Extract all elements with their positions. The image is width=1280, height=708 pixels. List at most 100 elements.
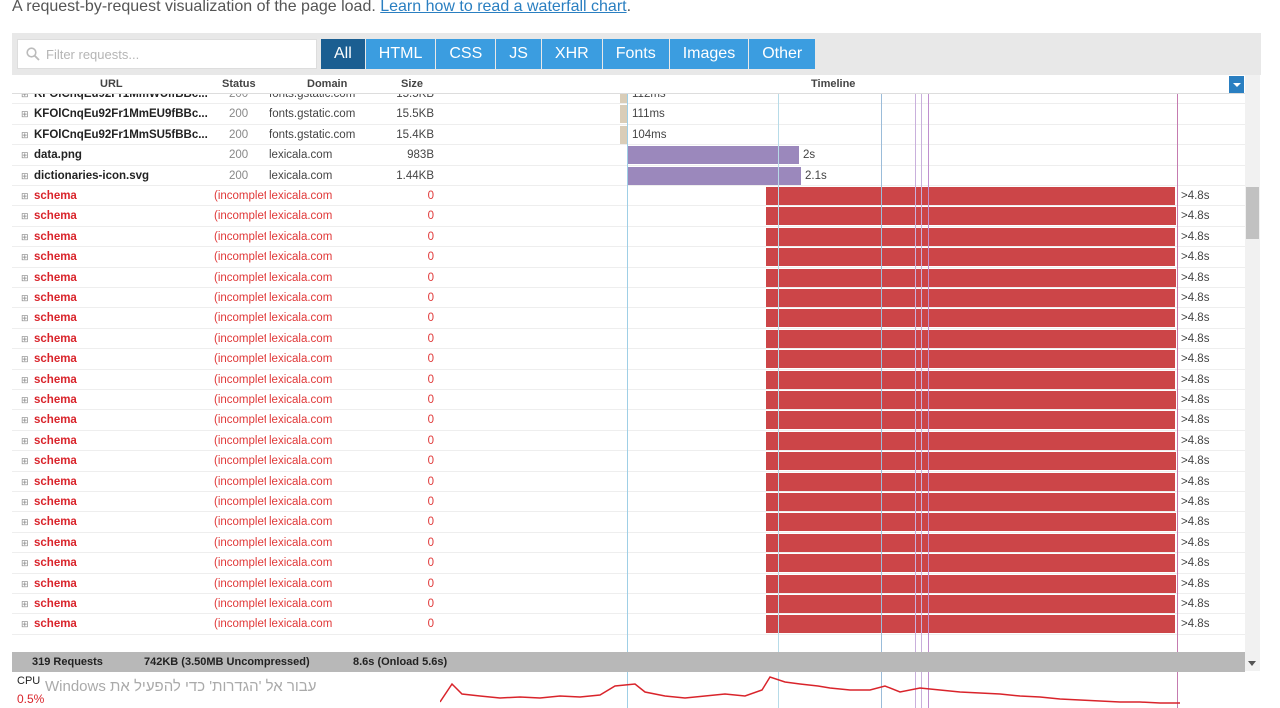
timeline-bar[interactable] (766, 309, 1175, 328)
filter-box[interactable] (17, 39, 317, 69)
col-domain[interactable]: Domain (307, 78, 348, 90)
timeline-bar[interactable] (766, 513, 1176, 532)
timeline-bar[interactable] (766, 391, 1176, 409)
table-row[interactable]: ⊞ schema (incomplete)lexicala.com 0 >4.8s (12, 594, 1245, 615)
tab-xhr[interactable]: XHR (541, 39, 602, 69)
tab-other[interactable]: Other (749, 39, 816, 69)
timeline-bar[interactable] (766, 411, 1175, 430)
expand-icon[interactable]: ⊞ (21, 150, 29, 161)
timeline-bar[interactable] (766, 289, 1175, 307)
table-row[interactable]: ⊞ schema (incomplete)lexicala.com 0 >4.8s (12, 431, 1245, 452)
expand-icon[interactable]: ⊞ (21, 272, 29, 283)
tab-images[interactable]: Images (669, 39, 749, 69)
timeline-bar[interactable] (766, 615, 1175, 634)
table-row[interactable]: ⊞ schema (incomplete)lexicala.com 0 >4.8s (12, 186, 1245, 207)
table-row[interactable]: ⊞ schema (incomplete)lexicala.com 0 >4.8s (12, 308, 1245, 329)
table-row[interactable]: ⊞ KFOlCnqEu92Fr1MmEU9fBBc... 200 fonts.gsta… (12, 104, 1245, 125)
table-row[interactable]: ⊞ schema (incomplete)lexicala.com 0 >4.8s (12, 329, 1245, 350)
waterfall-help-link[interactable]: Learn how to read a waterfall chart (380, 0, 627, 15)
timeline-bar[interactable] (766, 329, 1176, 348)
expand-icon[interactable]: ⊞ (21, 313, 29, 324)
table-row[interactable]: ⊞ schema (incomplete)lexicala.com 0 >4.8s (12, 268, 1245, 288)
expand-icon[interactable]: ⊞ (21, 354, 29, 365)
timeline-bar[interactable] (766, 554, 1175, 573)
timeline-bar[interactable] (766, 431, 1175, 450)
tab-fonts[interactable]: Fonts (602, 39, 669, 69)
col-status[interactable]: Status (222, 78, 256, 90)
expand-icon[interactable]: ⊞ (21, 599, 29, 609)
table-row[interactable]: ⊞ schema (incomplete)lexicala.com 0 >4.8s (12, 288, 1245, 309)
expand-icon[interactable]: ⊞ (21, 252, 29, 263)
table-row[interactable]: ⊞ schema (incomplete)lexicala.com 0 >4.8s (12, 451, 1245, 472)
timeline-bar[interactable] (766, 350, 1175, 369)
tab-css[interactable]: CSS (436, 39, 496, 69)
expand-icon[interactable]: ⊞ (21, 497, 29, 507)
table-row[interactable]: ⊞ schema (incomplete)lexicala.com 0 >4.8s (12, 247, 1245, 268)
table-row[interactable]: ⊞ schema (incomplete)lexicala.com 0 >4.8s (12, 472, 1245, 492)
expand-icon[interactable]: ⊞ (21, 333, 29, 344)
expand-icon[interactable]: ⊞ (21, 537, 29, 548)
timeline-bar[interactable] (620, 125, 628, 144)
scroll-down-arrow-icon[interactable] (1248, 661, 1256, 666)
expand-icon[interactable]: ⊞ (21, 109, 29, 120)
expand-icon[interactable]: ⊞ (21, 558, 29, 569)
expand-icon[interactable]: ⊞ (21, 395, 29, 405)
expand-icon[interactable]: ⊞ (21, 374, 29, 385)
timeline-bar[interactable] (766, 227, 1175, 246)
expand-icon[interactable]: ⊞ (21, 578, 29, 589)
timeline-bar[interactable] (766, 207, 1176, 226)
table-row[interactable]: ⊞ KFOlCnqEu92Fr1MmWUlfBBc... 200 fonts.gsta… (12, 94, 1245, 105)
filter-requests-input[interactable] (46, 44, 306, 64)
timeline-dropdown-button[interactable] (1229, 76, 1244, 93)
list-scrollbar[interactable] (1245, 75, 1260, 671)
col-size[interactable]: Size (401, 78, 424, 90)
expand-icon[interactable]: ⊞ (21, 129, 29, 140)
expand-icon[interactable]: ⊞ (21, 415, 29, 426)
table-row[interactable]: ⊞ dictionaries-icon.svg 200 lexicala.com 1.4… (12, 166, 1245, 186)
col-timeline[interactable]: Timeline (811, 78, 856, 90)
col-url[interactable]: URL (100, 78, 123, 90)
table-row[interactable]: ⊞ schema (incomplete)lexicala.com 0 >4.8s (12, 533, 1245, 554)
timeline-bar[interactable] (628, 146, 799, 165)
expand-icon[interactable]: ⊞ (21, 94, 29, 99)
expand-icon[interactable]: ⊞ (21, 231, 29, 242)
timeline-bar[interactable] (766, 452, 1176, 471)
timeline-bar[interactable] (620, 105, 628, 124)
expand-icon[interactable]: ⊞ (21, 476, 29, 487)
timeline-bar[interactable] (766, 370, 1175, 389)
timeline-bar[interactable] (766, 187, 1175, 205)
timeline-bar[interactable] (766, 574, 1176, 593)
timeline-bar[interactable] (766, 493, 1175, 511)
expand-icon[interactable]: ⊞ (21, 211, 29, 222)
table-row[interactable]: ⊞ schema (incomplete)lexicala.com 0 >4.8s (12, 390, 1245, 411)
expand-icon[interactable]: ⊞ (21, 191, 29, 201)
timeline-bar[interactable] (766, 533, 1175, 552)
expand-icon[interactable]: ⊞ (21, 517, 29, 528)
table-row[interactable]: ⊞ schema (incomplete)lexicala.com 0 >4.8s (12, 206, 1245, 227)
tab-html[interactable]: HTML (365, 39, 436, 69)
tab-all[interactable]: All (321, 39, 365, 69)
table-row[interactable]: ⊞ schema (incomplete)lexicala.com 0 >4.8s (12, 349, 1245, 370)
table-row[interactable]: ⊞ KFOlCnqEu92Fr1MmSU5fBBc... 200 fonts.gsta… (12, 125, 1245, 146)
table-row[interactable]: ⊞ schema (incomplete)lexicala.com 0 >4.8s (12, 370, 1245, 390)
table-row[interactable]: ⊞ schema (incomplete)lexicala.com 0 >4.8s (12, 574, 1245, 594)
expand-icon[interactable]: ⊞ (21, 293, 29, 303)
table-row[interactable]: ⊞ data.png 200 lexicala.com 983B 2s (12, 145, 1245, 166)
table-row[interactable]: ⊞ schema (incomplete)lexicala.com 0 >4.8s (12, 512, 1245, 533)
timeline-bar[interactable] (766, 248, 1175, 267)
table-row[interactable]: ⊞ schema (incomplete)lexicala.com 0 >4.8s (12, 227, 1245, 248)
timeline-bar[interactable] (766, 268, 1176, 287)
timeline-bar[interactable] (620, 94, 628, 103)
expand-icon[interactable]: ⊞ (21, 619, 29, 630)
timeline-bar[interactable] (766, 472, 1175, 491)
expand-icon[interactable]: ⊞ (21, 170, 29, 181)
scrollbar-thumb[interactable] (1246, 187, 1259, 239)
table-row[interactable]: ⊞ schema (incomplete)lexicala.com 0 >4.8s (12, 553, 1245, 574)
table-row[interactable]: ⊞ schema (incomplete)lexicala.com 0 >4.8s (12, 614, 1245, 635)
table-row[interactable]: ⊞ schema (incomplete)lexicala.com 0 >4.8s (12, 492, 1245, 513)
table-row[interactable]: ⊞ schema (incomplete)lexicala.com 0 >4.8s (12, 410, 1245, 431)
timeline-bar[interactable] (628, 166, 801, 185)
tab-js[interactable]: JS (496, 39, 541, 69)
expand-icon[interactable]: ⊞ (21, 435, 29, 446)
expand-icon[interactable]: ⊞ (21, 456, 29, 467)
